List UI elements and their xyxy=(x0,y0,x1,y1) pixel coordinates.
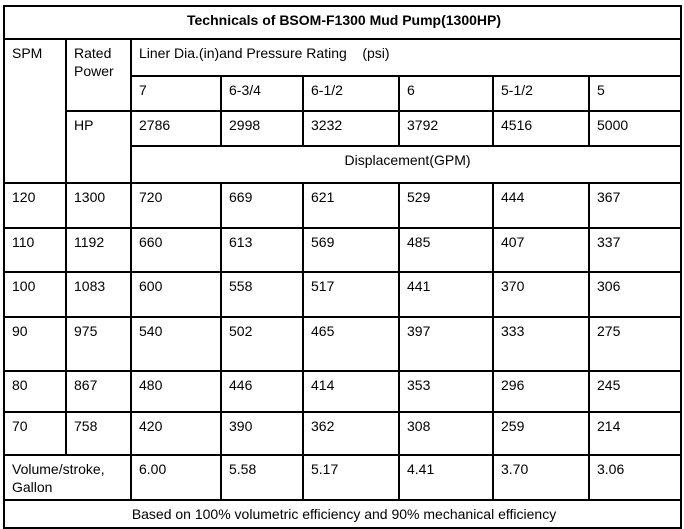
displacement-cell: 353 xyxy=(398,370,494,413)
liner-dia-pressure-header-cell: Liner Dia.(in)and Pressure Rating (psi) xyxy=(129,38,683,77)
displacement-cell: 259 xyxy=(492,411,590,456)
spm-value-cell: 120 xyxy=(3,182,67,229)
hp-value-cell: 758 xyxy=(65,411,132,456)
page-title: Technicals of BSOM-F1300 Mud Pump(1300HP… xyxy=(2,5,683,40)
liner-header-row: SPM Rated Power Liner Dia.(in)and Pressu… xyxy=(3,38,683,184)
displacement-cell: 558 xyxy=(220,271,304,318)
displacement-cell: 485 xyxy=(398,227,494,273)
liner-size-row: 7 6-3/4 6-1/2 6 5-1/2 5 xyxy=(4,75,683,112)
displacement-cell: 245 xyxy=(587,370,683,413)
displacement-cell: 414 xyxy=(302,370,400,413)
displacement-cell: 621 xyxy=(302,182,400,229)
displacement-header-row: Displacement(GPM) xyxy=(4,145,683,184)
displacement-cell: 517 xyxy=(302,271,400,318)
pressure-rating-cell: 2998 xyxy=(220,110,304,147)
displacement-cell: 480 xyxy=(130,370,222,413)
hp-value-cell: 867 xyxy=(65,370,132,413)
displacement-cell: 502 xyxy=(220,316,304,372)
spm-value-cell: 80 xyxy=(3,370,67,413)
pressure-rating-cell: 3232 xyxy=(302,110,400,147)
displacement-cell: 444 xyxy=(492,182,590,229)
spm-value-cell: 90 xyxy=(3,316,67,372)
volume-stroke-value-cell: 4.41 xyxy=(398,454,494,501)
spm-value-cell: 110 xyxy=(3,227,67,273)
volume-stroke-value-cell: 6.00 xyxy=(130,454,222,501)
hp-value-cell: 1300 xyxy=(65,182,132,229)
displacement-cell: 529 xyxy=(398,182,494,229)
displacement-cell: 669 xyxy=(220,182,304,229)
liner-size-cell: 5-1/2 xyxy=(492,75,590,112)
displacement-cell: 465 xyxy=(302,316,400,372)
pressure-rating-cell: 4516 xyxy=(492,110,590,147)
displacement-cell: 296 xyxy=(492,370,590,413)
volume-stroke-label-cell: Volume/stroke, Gallon xyxy=(3,454,132,501)
displacement-cell: 600 xyxy=(130,271,222,318)
footer-note-row: Based on 100% volumetric efficiency and … xyxy=(2,499,683,529)
displacement-cell: 407 xyxy=(492,227,590,273)
displacement-cell: 569 xyxy=(302,227,400,273)
efficiency-note: Based on 100% volumetric efficiency and … xyxy=(2,499,683,529)
displacement-cell: 540 xyxy=(130,316,222,372)
table-row: 110 1192 660 613 569 485 407 337 xyxy=(3,227,683,273)
liner-size-cell: 5 xyxy=(587,75,683,112)
volume-stroke-value-cell: 3.06 xyxy=(587,454,683,501)
table-row: 90 975 540 502 465 397 333 275 xyxy=(3,316,683,372)
displacement-cell: 370 xyxy=(492,271,590,318)
liner-size-cell: 6-3/4 xyxy=(220,75,304,112)
table-row: 80 867 480 446 414 353 296 245 xyxy=(3,370,683,413)
displacement-cell: 397 xyxy=(398,316,494,372)
liner-size-cell: 6-1/2 xyxy=(302,75,400,112)
displacement-cell: 308 xyxy=(398,411,494,456)
displacement-cell: 362 xyxy=(302,411,400,456)
hp-value-cell: 1083 xyxy=(65,271,132,318)
displacement-cell: 306 xyxy=(587,271,683,318)
table-row: 70 758 420 390 362 308 259 214 xyxy=(3,411,683,456)
spm-header-cell: SPM xyxy=(3,38,67,184)
hp-value-cell: 975 xyxy=(65,316,132,372)
displacement-cell: 367 xyxy=(587,182,683,229)
hp-value-cell: 1192 xyxy=(65,227,132,273)
displacement-cell: 613 xyxy=(220,227,304,273)
hp-header-cell: HP xyxy=(65,110,132,184)
volume-stroke-value-cell: 3.70 xyxy=(492,454,590,501)
rated-power-header-cell: Rated Power xyxy=(65,38,132,112)
displacement-cell: 333 xyxy=(492,316,590,372)
table-row: 100 1083 600 558 517 441 370 306 xyxy=(3,271,683,318)
volume-per-stroke-row: Volume/stroke, Gallon 6.00 5.58 5.17 4.4… xyxy=(3,454,683,501)
displacement-cell: 337 xyxy=(587,227,683,273)
pressure-rating-cell: 3792 xyxy=(398,110,494,147)
liner-size-cell: 6 xyxy=(398,75,494,112)
title-row: Technicals of BSOM-F1300 Mud Pump(1300HP… xyxy=(2,5,683,40)
displacement-cell: 275 xyxy=(587,316,683,372)
table-row: 120 1300 720 669 621 529 444 367 xyxy=(3,182,683,229)
displacement-cell: 390 xyxy=(220,411,304,456)
displacement-cell: 441 xyxy=(398,271,494,318)
technicals-table: Technicals of BSOM-F1300 Mud Pump(1300HP… xyxy=(2,5,683,529)
pressure-rating-row: HP 2786 2998 3232 3792 4516 5000 xyxy=(4,110,683,184)
volume-stroke-value-cell: 5.58 xyxy=(220,454,304,501)
displacement-cell: 720 xyxy=(130,182,222,229)
liner-size-cell: 7 xyxy=(130,75,222,112)
pressure-rating-cell: 2786 xyxy=(130,110,222,147)
displacement-cell: 214 xyxy=(587,411,683,456)
displacement-header-cell: Displacement(GPM) xyxy=(129,145,683,184)
displacement-cell: 420 xyxy=(130,411,222,456)
volume-stroke-value-cell: 5.17 xyxy=(302,454,400,501)
spm-value-cell: 100 xyxy=(3,271,67,318)
displacement-cell: 660 xyxy=(130,227,222,273)
pressure-rating-cell: 5000 xyxy=(587,110,683,147)
spm-value-cell: 70 xyxy=(3,411,67,456)
displacement-cell: 446 xyxy=(220,370,304,413)
